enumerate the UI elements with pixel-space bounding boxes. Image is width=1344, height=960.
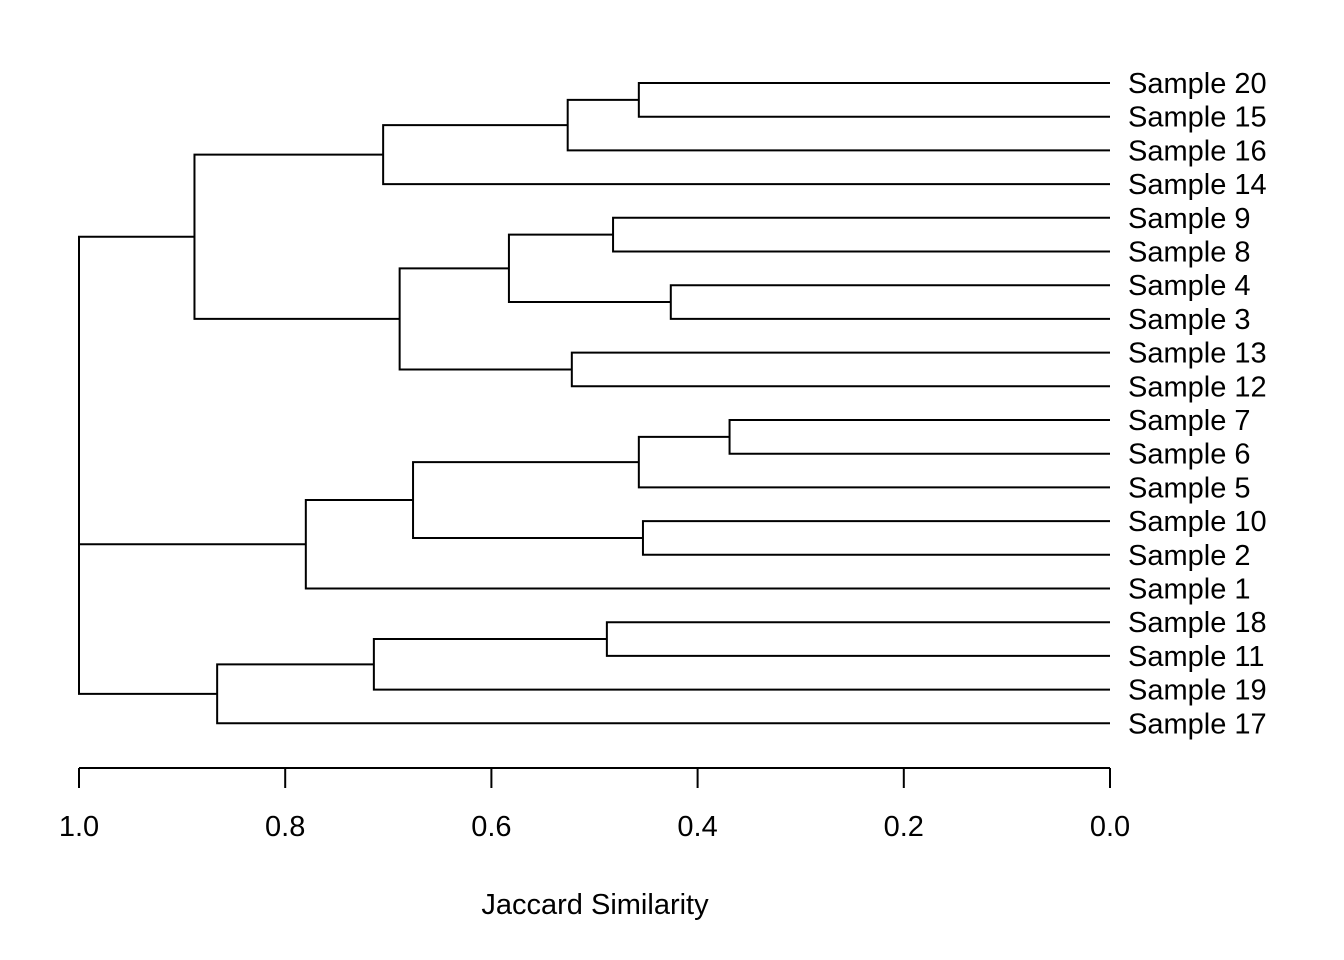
dendrogram-branch [641, 520, 1110, 556]
dendrogram-branch [507, 233, 671, 304]
leaf-label: Sample 4 [1128, 270, 1251, 302]
dendrogram-branch [566, 98, 1110, 152]
dendrogram-branch [398, 267, 572, 371]
dendrogram-branch [372, 638, 1110, 691]
leaf-label: Sample 15 [1128, 102, 1267, 134]
leaf-label: Sample 10 [1128, 506, 1267, 538]
dendrogram-branch [637, 435, 1110, 489]
dendrogram-branch [382, 124, 1110, 186]
leaf-label: Sample 5 [1128, 472, 1251, 504]
x-axis: 1.0 0.8 0.6 0.4 0.2 0.0 [59, 767, 1130, 843]
dendrogram-branch [570, 351, 1110, 388]
dendrogram-branch [669, 284, 1110, 320]
leaf-label: Sample 17 [1128, 708, 1267, 740]
leaf-label: Sample 19 [1128, 675, 1267, 707]
dendrogram-branch [637, 82, 1110, 118]
leaf-label: Sample 16 [1128, 135, 1267, 167]
leaf-label: Sample 1 [1128, 574, 1251, 606]
dendrogram-branch [78, 543, 306, 695]
dendrogram-branch [412, 461, 643, 539]
x-axis-tick-label: 0.4 [677, 811, 717, 843]
leaf-label: Sample 8 [1128, 237, 1251, 269]
leaf-label: Sample 18 [1128, 607, 1267, 639]
leaf-label: Sample 7 [1128, 405, 1251, 437]
dendrogram-branch [728, 419, 1110, 455]
leaf-label: Sample 14 [1128, 169, 1267, 201]
dendrogram-branch [304, 499, 1110, 590]
x-axis-tick-label: 0.2 [884, 811, 924, 843]
leaf-label: Sample 3 [1128, 304, 1251, 336]
dendrogram-branch [216, 663, 1110, 725]
dendrogram-branch [612, 216, 1110, 253]
leaf-label: Sample 12 [1128, 371, 1267, 403]
x-axis-tick-label: 0.8 [265, 811, 305, 843]
dendrogram-branch [193, 153, 400, 320]
x-axis-label: Jaccard Similarity [481, 889, 709, 921]
x-axis-tick-label: 1.0 [59, 811, 99, 843]
x-axis-tick-label: 0.0 [1090, 811, 1130, 843]
leaf-label: Sample 13 [1128, 338, 1267, 370]
dendrogram-branch [605, 621, 1110, 657]
leaf-label: Sample 2 [1128, 540, 1251, 572]
leaf-label: Sample 20 [1128, 68, 1267, 100]
dendrogram-links [78, 82, 1110, 725]
leaf-label: Sample 9 [1128, 203, 1251, 235]
leaf-label: Sample 6 [1128, 439, 1251, 471]
x-axis-tick-label: 0.6 [471, 811, 511, 843]
dendrogram-branch [78, 235, 195, 620]
leaf-label: Sample 11 [1128, 641, 1265, 673]
